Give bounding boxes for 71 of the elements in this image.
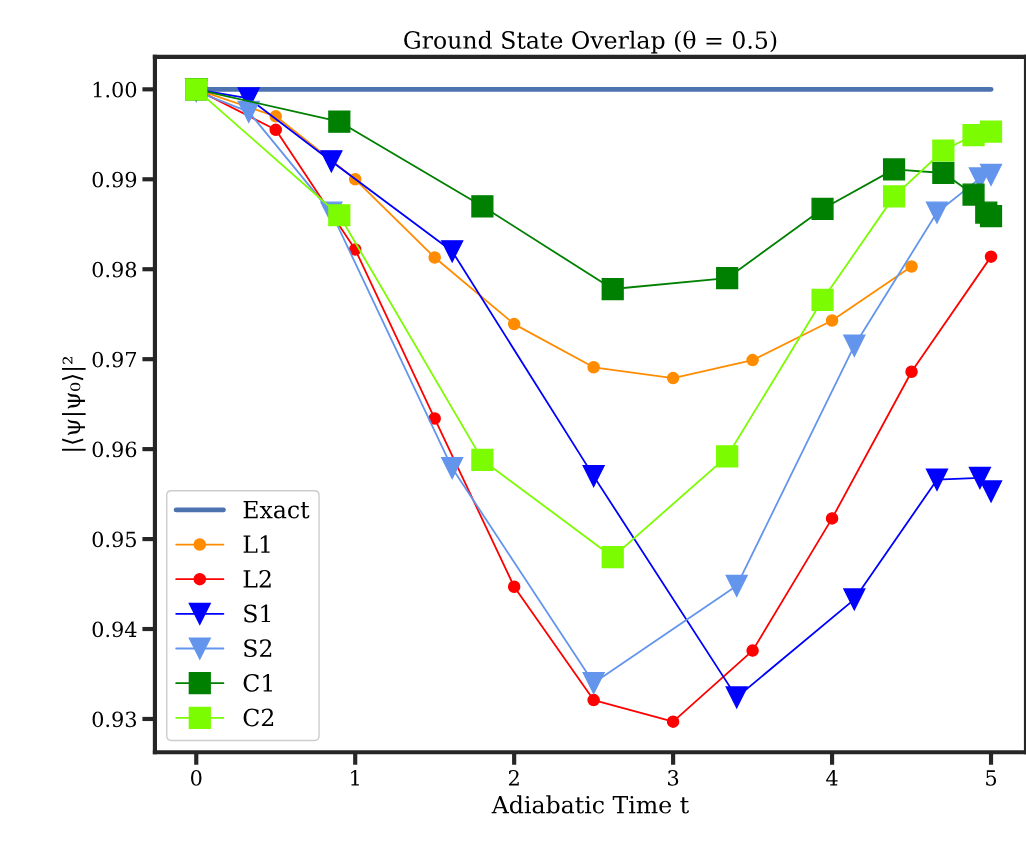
point bbox=[925, 468, 949, 491]
point bbox=[932, 139, 955, 162]
x-tick-label: 4 bbox=[826, 769, 838, 786]
x-tick-label: 3 bbox=[668, 769, 679, 786]
point bbox=[587, 693, 600, 707]
point bbox=[725, 686, 748, 709]
point bbox=[882, 185, 906, 208]
point bbox=[746, 644, 759, 657]
point bbox=[725, 574, 748, 597]
legend-label: S2 bbox=[244, 639, 272, 658]
x-tick-label: 1 bbox=[351, 769, 359, 786]
point bbox=[979, 480, 1003, 503]
point bbox=[925, 201, 949, 224]
point bbox=[746, 353, 759, 367]
point bbox=[320, 150, 343, 173]
x-tick-label: 2 bbox=[508, 769, 519, 786]
y-axis-title: |⟨ψ|ψ₀⟩|² bbox=[62, 356, 86, 451]
point bbox=[843, 588, 866, 611]
point bbox=[507, 580, 521, 593]
y-tick-label: 0.98 bbox=[92, 261, 137, 278]
legend-label: L1 bbox=[243, 535, 270, 553]
point bbox=[882, 158, 906, 181]
point bbox=[582, 671, 605, 695]
point bbox=[601, 277, 624, 301]
point bbox=[428, 251, 441, 264]
point bbox=[666, 715, 680, 728]
y-tick-label: 0.94 bbox=[92, 621, 137, 638]
point bbox=[471, 448, 494, 472]
point bbox=[825, 512, 839, 525]
legend-label: L2 bbox=[243, 569, 271, 588]
point bbox=[979, 120, 1003, 143]
x-tick-label: 5 bbox=[986, 770, 997, 786]
point bbox=[666, 371, 680, 385]
point bbox=[979, 163, 1003, 186]
point bbox=[905, 365, 918, 379]
point bbox=[507, 317, 521, 331]
point bbox=[716, 267, 739, 290]
x-tick-label: 0 bbox=[191, 769, 202, 786]
legend-label: C1 bbox=[243, 673, 273, 692]
y-tick-label: 0.97 bbox=[92, 351, 137, 368]
y-tick-label: 0.99 bbox=[92, 171, 137, 188]
point bbox=[968, 466, 992, 490]
point bbox=[328, 204, 351, 227]
y-tick-label: 0.95 bbox=[92, 531, 136, 548]
point bbox=[979, 205, 1003, 228]
legend-label: S1 bbox=[244, 604, 271, 623]
point bbox=[582, 464, 605, 488]
point bbox=[441, 240, 464, 263]
point bbox=[269, 123, 282, 137]
point bbox=[962, 183, 985, 206]
point bbox=[716, 445, 739, 468]
point bbox=[428, 412, 441, 425]
point bbox=[984, 250, 998, 263]
legend-label: C2 bbox=[243, 708, 274, 727]
point bbox=[441, 456, 464, 480]
point bbox=[843, 334, 866, 357]
point bbox=[932, 161, 955, 185]
point bbox=[328, 110, 351, 133]
point bbox=[811, 288, 834, 311]
y-tick-label: 0.93 bbox=[92, 711, 137, 728]
y-tick-label: 0.96 bbox=[92, 441, 137, 458]
y-tick-label: 1.00 bbox=[93, 81, 137, 98]
point bbox=[601, 545, 624, 569]
chart-title: Ground State Overlap (θ = 0.5) bbox=[404, 30, 777, 54]
point bbox=[471, 195, 494, 218]
point bbox=[825, 314, 839, 327]
point bbox=[905, 260, 918, 273]
legend-label: Exact bbox=[243, 500, 310, 519]
point bbox=[811, 197, 834, 221]
point bbox=[587, 361, 600, 374]
x-axis-title: Adiabatic Time t bbox=[491, 795, 689, 814]
